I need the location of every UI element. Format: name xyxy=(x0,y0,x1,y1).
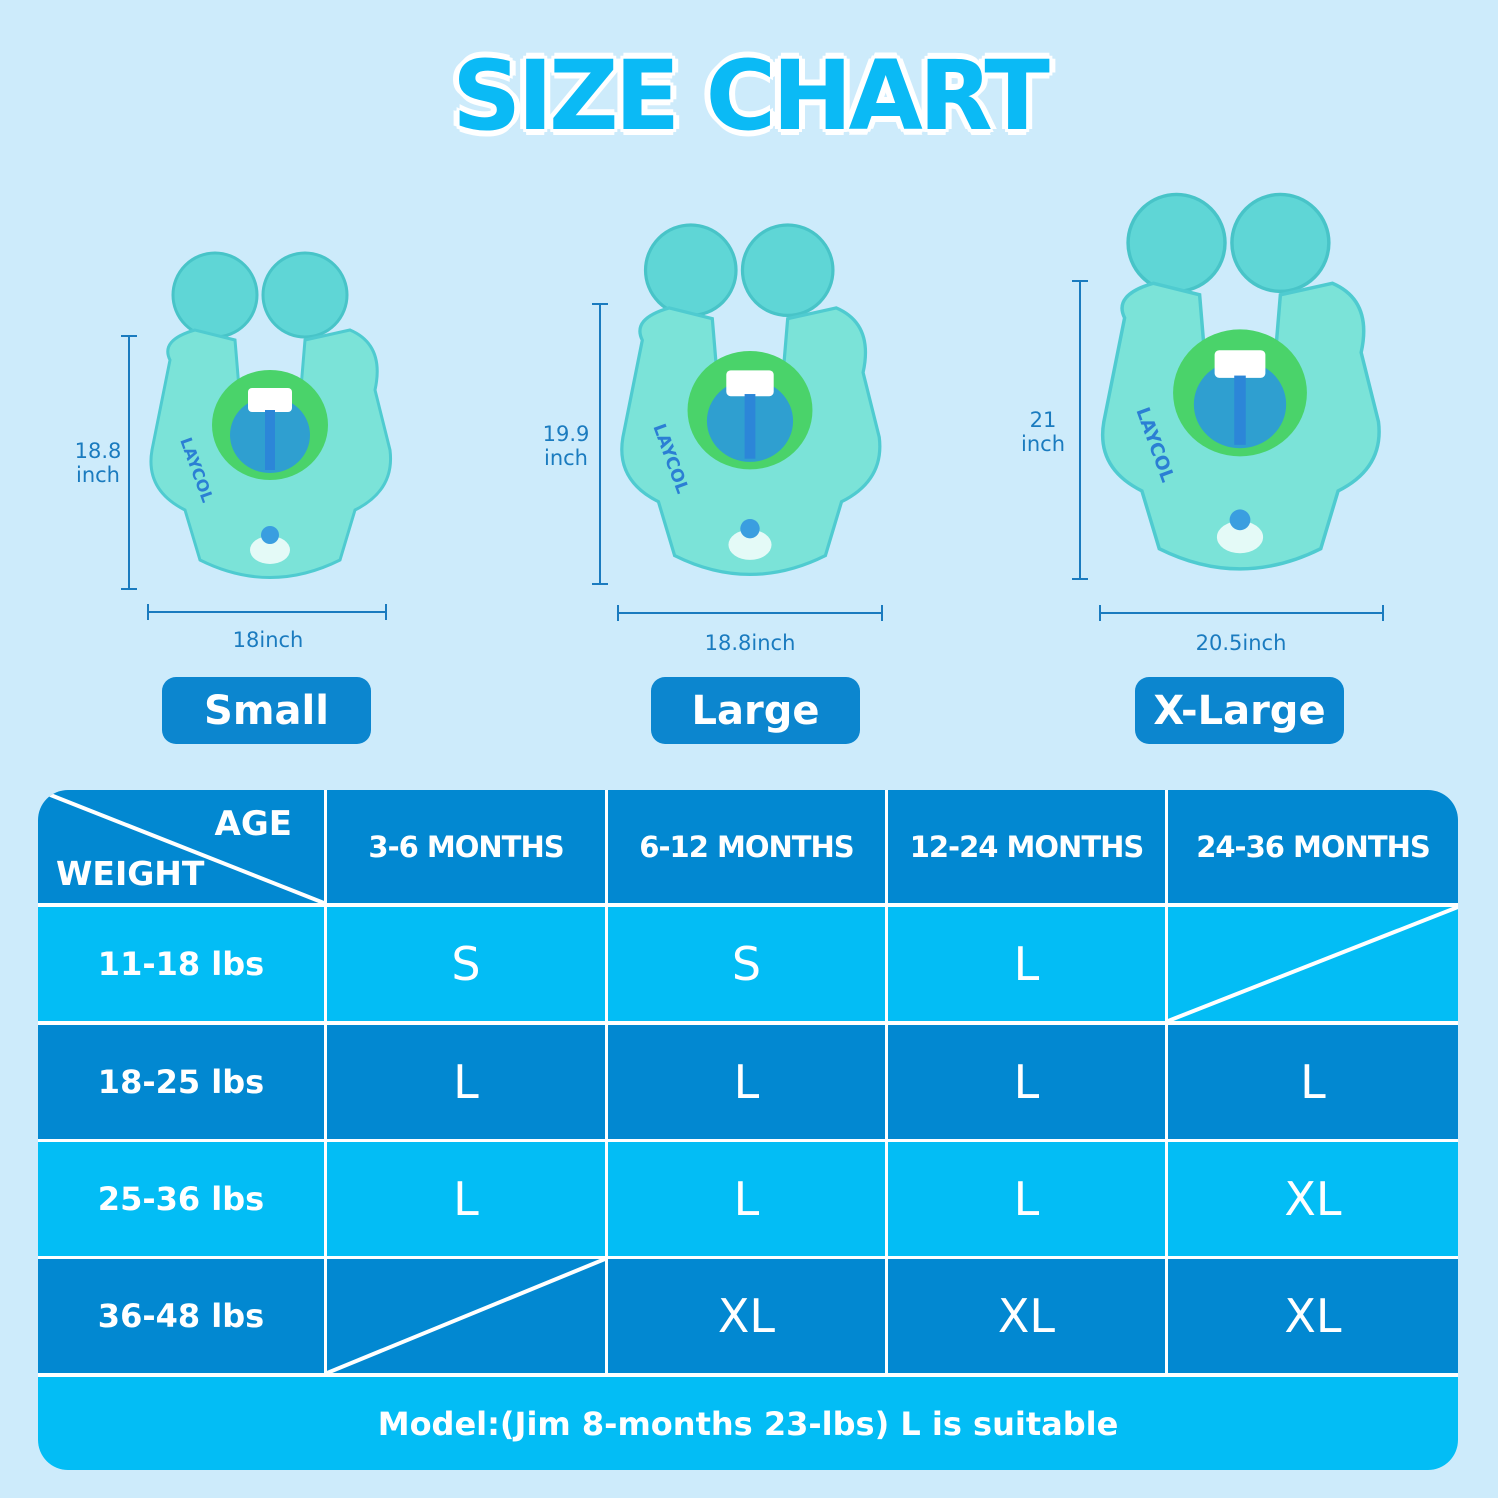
column-header: 12-24 MONTHS xyxy=(888,790,1165,903)
height-unit: inch xyxy=(75,463,120,487)
row-label: 18-25 lbs xyxy=(38,1025,324,1139)
height-dimension-line xyxy=(121,335,137,590)
empty-diagonal xyxy=(327,1259,605,1373)
table-cell: XL xyxy=(1168,1142,1458,1256)
height-unit: inch xyxy=(1021,432,1065,456)
height-value: 19.9 xyxy=(542,422,590,446)
height-label: 21 inch xyxy=(1021,408,1065,456)
height-label: 19.9 inch xyxy=(543,422,590,470)
table-cell: L xyxy=(327,1142,605,1256)
float-image-xlarge: LAYCOL xyxy=(1101,192,1381,571)
empty-diagonal xyxy=(1168,907,1458,1021)
width-dimension-line xyxy=(1099,605,1384,621)
float-illustration: LAYCOL xyxy=(149,251,393,579)
float-image-small: LAYCOL xyxy=(149,251,393,579)
height-unit: inch xyxy=(543,446,588,470)
table-cell: L xyxy=(888,907,1165,1021)
column-header: 6-12 MONTHS xyxy=(608,790,885,903)
size-button-large[interactable]: Large xyxy=(651,677,860,744)
table-cell: S xyxy=(608,907,885,1021)
height-value: 21 xyxy=(1029,408,1057,432)
column-header: 3-6 MONTHS xyxy=(327,790,605,903)
table-footer-note: Model:(Jim 8-months 23-lbs) L is suitabl… xyxy=(38,1377,1458,1470)
size-button-xlarge[interactable]: X-Large xyxy=(1135,677,1344,744)
width-dimension-line xyxy=(617,605,883,621)
row-label: 11-18 lbs xyxy=(38,907,324,1021)
corner-header: AGE WEIGHT xyxy=(38,790,324,903)
table-cell: L xyxy=(1168,1025,1458,1139)
width-label: 20.5inch xyxy=(1195,631,1287,655)
size-button-small[interactable]: Small xyxy=(162,677,371,744)
corner-weight-label: WEIGHT xyxy=(56,854,205,893)
table-cell: L xyxy=(888,1025,1165,1139)
height-dimension-line xyxy=(1072,280,1088,580)
table-cell: S xyxy=(327,907,605,1021)
height-dimension-line xyxy=(592,303,608,585)
page-title: SIZE CHART xyxy=(452,40,1050,152)
height-value: 18.8 xyxy=(74,439,122,463)
table-cell: XL xyxy=(1168,1259,1458,1373)
table-cell: XL xyxy=(888,1259,1165,1373)
height-label: 18.8 inch xyxy=(75,439,122,487)
table-cell: XL xyxy=(608,1259,885,1373)
width-dimension-line xyxy=(147,604,387,620)
float-image-large: LAYCOL xyxy=(620,223,882,576)
table-cell: L xyxy=(888,1142,1165,1256)
corner-age-label: AGE xyxy=(214,804,292,844)
table-cell: L xyxy=(608,1142,885,1256)
float-illustration: LAYCOL xyxy=(1101,192,1381,571)
row-label: 36-48 lbs xyxy=(38,1259,324,1373)
empty-cell xyxy=(327,1259,605,1373)
corner-diagonal xyxy=(47,792,324,903)
empty-cell xyxy=(1168,907,1458,1021)
size-table: AGE WEIGHT Model:(Jim 8-months 23-lbs) L… xyxy=(38,790,1458,1470)
column-header: 24-36 MONTHS xyxy=(1168,790,1458,903)
table-cell: L xyxy=(327,1025,605,1139)
float-illustration: LAYCOL xyxy=(620,223,882,576)
row-label: 25-36 lbs xyxy=(38,1142,324,1256)
width-label: 18inch xyxy=(232,628,304,652)
width-label: 18.8inch xyxy=(704,631,796,655)
table-cell: L xyxy=(608,1025,885,1139)
